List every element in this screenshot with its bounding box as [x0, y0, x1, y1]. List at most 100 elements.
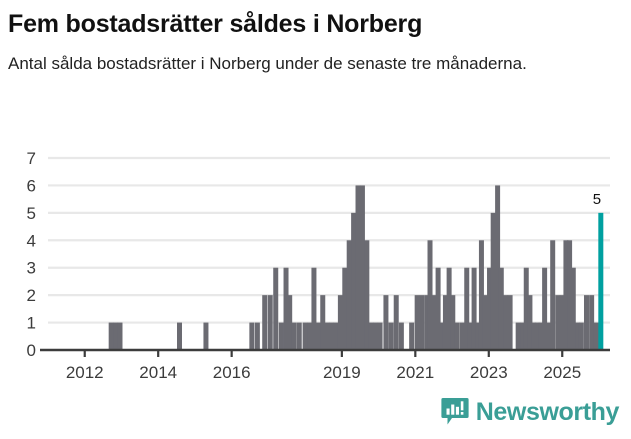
- bar: [495, 185, 501, 350]
- bar: [203, 322, 209, 350]
- bar: [431, 295, 437, 350]
- chart-subtitle: Antal sålda bostadsrätter i Norberg unde…: [8, 54, 527, 73]
- bar: [475, 322, 481, 350]
- x-axis: [40, 348, 610, 357]
- bar: [346, 240, 352, 350]
- bar: [296, 322, 302, 350]
- bar: [527, 295, 533, 350]
- bar: [388, 322, 394, 350]
- y-tick-label: 0: [27, 341, 36, 360]
- y-tick-label: 4: [27, 231, 36, 250]
- bar-chart: 0 1 2 3 4 5 6 7 2012 2014 2016 2019 2021 2023 2025 5: [27, 149, 610, 382]
- bar: [446, 267, 452, 350]
- bar: [359, 185, 365, 350]
- bar: [542, 267, 548, 350]
- bar: [302, 322, 308, 350]
- bar-value-labels: 5: [593, 191, 601, 208]
- bar: [442, 295, 448, 350]
- bar: [559, 295, 565, 350]
- x-axis-tick-labels: 2012 2014 2016 2019 2021 2023 2025: [66, 363, 581, 382]
- bar: [490, 212, 496, 350]
- bar: [589, 295, 595, 350]
- bar: [427, 240, 433, 350]
- bar: [311, 267, 317, 350]
- bar: [454, 322, 460, 350]
- bar: [307, 322, 313, 350]
- x-tick-label: 2016: [213, 363, 251, 382]
- x-tick-label: 2023: [470, 363, 508, 382]
- bar: [563, 240, 569, 350]
- x-tick-label: 2014: [139, 363, 177, 382]
- x-tick-label: 2012: [66, 363, 104, 382]
- bar: [383, 295, 389, 350]
- bar: [364, 240, 370, 350]
- bar: [333, 322, 339, 350]
- bar: [377, 322, 383, 350]
- highlighted-bar: [598, 212, 604, 350]
- bar: [523, 267, 529, 350]
- bar: [291, 322, 297, 350]
- bar: [324, 322, 330, 350]
- bar: [409, 322, 415, 350]
- bar: [578, 322, 584, 350]
- chart-bars: [108, 185, 604, 350]
- chart-header: Fem bostadsrätter såldes i Norberg Antal…: [0, 0, 631, 76]
- bar: [273, 267, 279, 350]
- bar: [424, 295, 430, 350]
- bar: [498, 267, 504, 350]
- bar: [545, 322, 551, 350]
- bar: [108, 322, 114, 350]
- bar: [450, 295, 456, 350]
- bar: [550, 240, 556, 350]
- y-tick-label: 7: [27, 149, 36, 168]
- bar: [575, 322, 581, 350]
- bar: [467, 322, 473, 350]
- bar: [278, 322, 284, 350]
- bar: [515, 322, 521, 350]
- bar-chart-speech-bubble-icon: [441, 398, 469, 425]
- bar: [351, 212, 357, 350]
- bar: [315, 322, 321, 350]
- y-tick-label: 1: [27, 314, 36, 333]
- bar: [254, 322, 260, 350]
- bar: [478, 240, 484, 350]
- bar: [567, 240, 573, 350]
- bar: [329, 322, 335, 350]
- page-title: Fem bostadsrätter såldes i Norberg: [8, 10, 423, 38]
- bar: [583, 295, 589, 350]
- bar: [342, 267, 348, 350]
- bar: [113, 322, 119, 350]
- y-tick-label: 5: [27, 204, 36, 223]
- bar: [414, 295, 420, 350]
- y-axis-tick-labels: 0 1 2 3 4 5 6 7: [27, 149, 36, 360]
- bar: [570, 267, 576, 350]
- bar: [398, 322, 404, 350]
- bar: [368, 322, 374, 350]
- bar: [464, 267, 470, 350]
- bar: [538, 322, 544, 350]
- bar: [283, 267, 289, 350]
- bar: [534, 322, 540, 350]
- bar: [373, 322, 379, 350]
- bar-value-label: 5: [593, 191, 601, 208]
- bar: [471, 267, 477, 350]
- x-tick-label: 2019: [323, 363, 361, 382]
- bar: [503, 295, 509, 350]
- bar: [459, 322, 465, 350]
- bar: [337, 295, 343, 350]
- bar: [482, 295, 488, 350]
- x-tick-label: 2025: [543, 363, 581, 382]
- bar: [267, 295, 273, 350]
- y-tick-label: 2: [27, 286, 36, 305]
- logo-wordmark: Newsworthy: [475, 397, 620, 426]
- newsworthy-logo: Newsworthy: [441, 397, 619, 427]
- y-tick-label: 3: [27, 259, 36, 278]
- bar: [287, 295, 293, 350]
- bar: [393, 295, 399, 350]
- bar: [117, 322, 123, 350]
- bar: [355, 185, 361, 350]
- bar: [487, 267, 493, 350]
- bar: [531, 322, 537, 350]
- bar: [320, 295, 326, 350]
